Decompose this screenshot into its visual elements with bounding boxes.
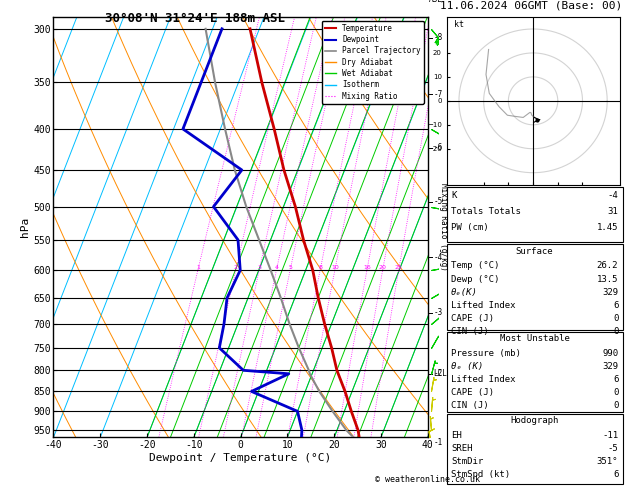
Text: -5: -5	[433, 197, 442, 206]
Text: 1: 1	[196, 265, 200, 270]
Text: 351°: 351°	[597, 457, 618, 466]
Text: 0: 0	[613, 314, 618, 323]
Text: 3: 3	[257, 265, 261, 270]
Text: 30°08'N 31°24'E 188m ASL: 30°08'N 31°24'E 188m ASL	[105, 12, 285, 25]
Legend: Temperature, Dewpoint, Parcel Trajectory, Dry Adiabat, Wet Adiabat, Isotherm, Mi: Temperature, Dewpoint, Parcel Trajectory…	[321, 21, 424, 104]
Text: 20: 20	[379, 265, 387, 270]
Text: 5: 5	[288, 265, 292, 270]
Text: Most Unstable: Most Unstable	[499, 334, 570, 344]
Text: CAPE (J): CAPE (J)	[451, 314, 494, 323]
Text: 25: 25	[395, 265, 403, 270]
Text: -4: -4	[433, 253, 442, 261]
Text: 6: 6	[613, 301, 618, 310]
Text: 8: 8	[318, 265, 322, 270]
Text: Hodograph: Hodograph	[511, 416, 559, 425]
Text: 2: 2	[234, 265, 238, 270]
Text: kt: kt	[454, 19, 464, 29]
Text: 0: 0	[613, 327, 618, 336]
Text: -5: -5	[608, 444, 618, 453]
Text: 16: 16	[363, 265, 371, 270]
Text: 329: 329	[602, 288, 618, 297]
Text: 4: 4	[274, 265, 279, 270]
Text: Lifted Index: Lifted Index	[451, 375, 516, 384]
Text: 1.45: 1.45	[597, 223, 618, 232]
Text: -8: -8	[433, 34, 442, 42]
Text: θₑ (K): θₑ (K)	[451, 362, 483, 371]
Text: SREH: SREH	[451, 444, 472, 453]
Text: © weatheronline.co.uk: © weatheronline.co.uk	[376, 474, 480, 484]
Text: Dewp (°C): Dewp (°C)	[451, 275, 499, 284]
Text: -3: -3	[433, 308, 442, 317]
Text: Lifted Index: Lifted Index	[451, 301, 516, 310]
Text: 10: 10	[331, 265, 339, 270]
Text: 31: 31	[608, 207, 618, 216]
Text: StmDir: StmDir	[451, 457, 483, 466]
Text: Surface: Surface	[516, 247, 554, 256]
Text: -1: -1	[433, 438, 442, 447]
X-axis label: Dewpoint / Temperature (°C): Dewpoint / Temperature (°C)	[150, 453, 331, 463]
Text: 11.06.2024 06GMT (Base: 00): 11.06.2024 06GMT (Base: 00)	[440, 1, 623, 11]
Text: LCL: LCL	[433, 369, 447, 378]
Text: -2: -2	[433, 369, 442, 378]
Text: Pressure (mb): Pressure (mb)	[451, 349, 521, 358]
Text: 0: 0	[613, 401, 618, 411]
Text: EH: EH	[451, 431, 462, 440]
Text: K: K	[451, 191, 457, 200]
Text: Totals Totals: Totals Totals	[451, 207, 521, 216]
Text: 6: 6	[613, 375, 618, 384]
Text: 13.5: 13.5	[597, 275, 618, 284]
Text: -6: -6	[433, 143, 442, 152]
Text: 990: 990	[602, 349, 618, 358]
Text: 329: 329	[602, 362, 618, 371]
Text: Temp (°C): Temp (°C)	[451, 261, 499, 271]
Text: Mixing Ratio (g/kg): Mixing Ratio (g/kg)	[439, 183, 448, 271]
Text: PW (cm): PW (cm)	[451, 223, 489, 232]
Text: 26.2: 26.2	[597, 261, 618, 271]
Text: 6: 6	[613, 470, 618, 479]
Text: -11: -11	[602, 431, 618, 440]
Text: km
ASL: km ASL	[428, 0, 443, 4]
Text: CIN (J): CIN (J)	[451, 401, 489, 411]
Text: StmSpd (kt): StmSpd (kt)	[451, 470, 510, 479]
Text: -4: -4	[608, 191, 618, 200]
Y-axis label: hPa: hPa	[20, 217, 30, 237]
Text: CIN (J): CIN (J)	[451, 327, 489, 336]
Text: 0: 0	[613, 388, 618, 398]
Text: -7: -7	[433, 90, 442, 99]
Text: θₑ(K): θₑ(K)	[451, 288, 478, 297]
Text: CAPE (J): CAPE (J)	[451, 388, 494, 398]
